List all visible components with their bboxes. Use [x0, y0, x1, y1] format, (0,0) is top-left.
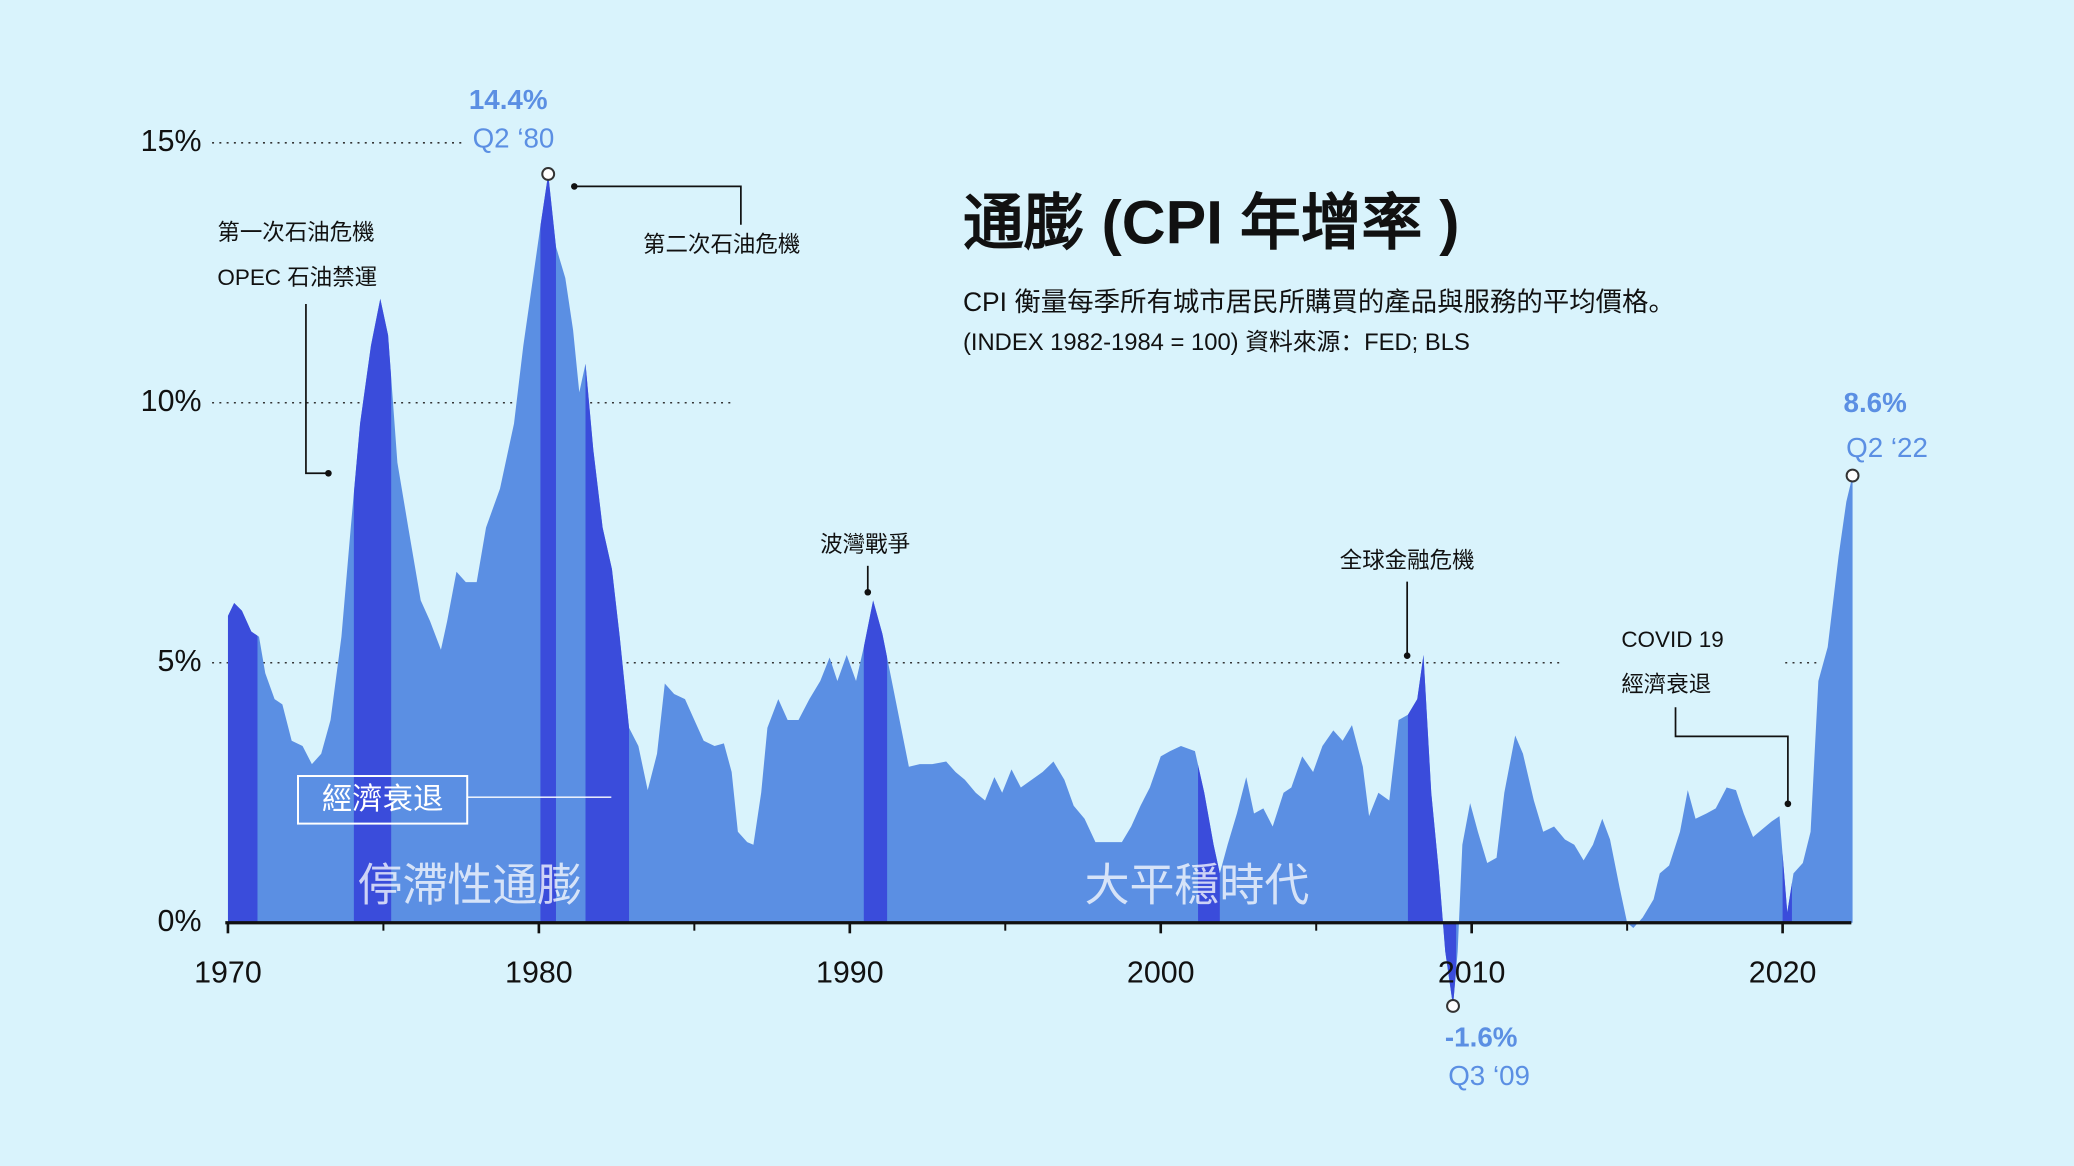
peak-period-label: Q2 ‘80 [473, 122, 555, 153]
y-tick-label: 5% [158, 644, 202, 678]
annotation-leader [305, 304, 329, 475]
x-tick-label: 2000 [1127, 955, 1195, 989]
area [227, 173, 1853, 1006]
annotation-text: 全球金融危機 [1340, 548, 1475, 573]
chart-subtitle: CPI 衡量每季所有城市居民所購買的產品與服務的平均價格。 [963, 287, 1675, 317]
y-tick-label: 10% [141, 384, 202, 418]
y-tick-label: 0% [158, 904, 202, 938]
annotation-dot [570, 183, 578, 190]
peak-marker [1845, 468, 1860, 483]
annotation-leader [574, 185, 742, 225]
peak-value-label: -1.6% [1445, 1021, 1517, 1052]
legend-box [297, 775, 469, 825]
peak-marker [541, 167, 556, 181]
y-tick-label: 15% [141, 124, 202, 158]
era-label: 大平穩時代 [1085, 859, 1310, 910]
recession-band [540, 173, 556, 1006]
peak-value-label: 8.6% [1844, 387, 1907, 418]
peak-period-label: Q2 ‘22 [1846, 432, 1928, 463]
annotation-dot [864, 588, 872, 596]
annotation-dot [325, 469, 332, 477]
x-tick-label: 2020 [1749, 955, 1817, 989]
chart-source: (INDEX 1982-1984 = 100) 資料來源：FED; BLS [963, 329, 1470, 356]
chart-title: 通膨 (CPI 年增率 ) [963, 188, 1460, 256]
peak-period-label: Q3 ‘09 [1448, 1060, 1530, 1091]
annotation-text: 第二次石油危機 [643, 232, 800, 257]
annotation-text: 波灣戰爭 [820, 532, 910, 557]
annotation-text: 經濟衰退 [1621, 672, 1711, 697]
annotation-text: 第一次石油危機 [217, 220, 374, 245]
x-tick-label: 1970 [194, 955, 262, 989]
era-label: 停滯性通膨 [358, 859, 583, 910]
annotation-text: OPEC 石油禁運 [217, 265, 377, 290]
x-tick-label: 2010 [1438, 955, 1506, 989]
peak-value-label: 14.4% [469, 84, 548, 115]
annotation-leader [1674, 707, 1789, 804]
annotation-dot [1784, 800, 1792, 808]
annotation-dot [1403, 652, 1411, 660]
x-tick-label: 1980 [505, 955, 573, 989]
x-tick-label: 1990 [816, 955, 884, 989]
legend-label: 經濟衰退 [322, 782, 444, 816]
peak-marker [1446, 999, 1460, 1013]
annotation-text: COVID 19 [1621, 627, 1723, 652]
